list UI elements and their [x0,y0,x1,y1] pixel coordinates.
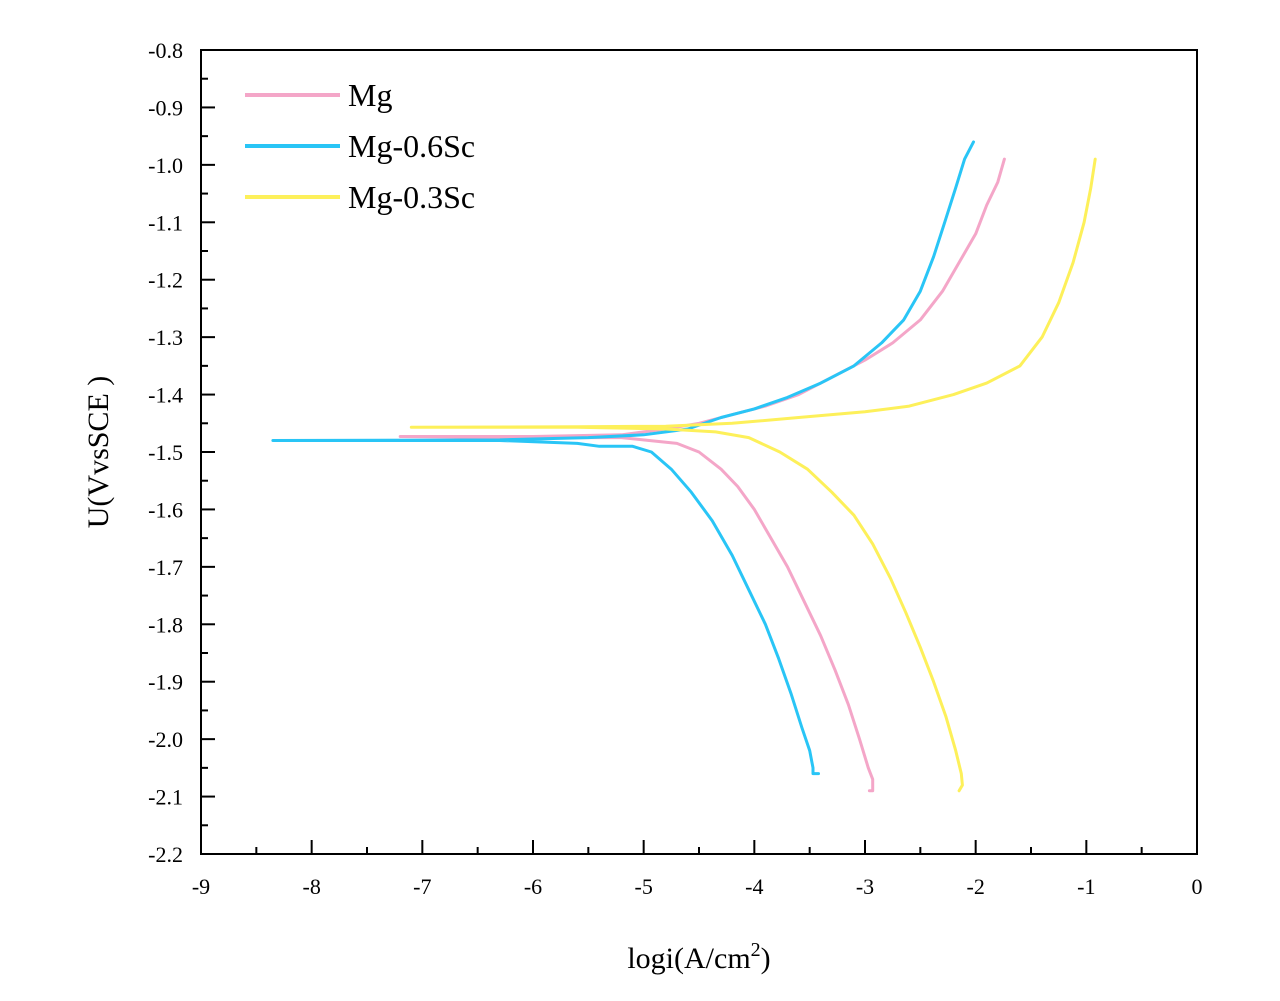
y-tick-label: -1.8 [148,612,183,637]
series-line-mg [398,157,1006,793]
x-tick-label: -7 [413,874,431,899]
x-tick-label: 0 [1192,874,1203,899]
x-tick-label: -9 [192,874,210,899]
y-tick-label: -2.1 [148,785,183,810]
y-tick-label: -0.8 [148,38,183,63]
legend-label: Mg-0.3Sc [348,179,475,215]
x-tick-label: -2 [967,874,985,899]
y-tick-label: -2.2 [148,842,183,867]
y-tick-label: -1.6 [148,497,183,522]
x-tick-label: -4 [745,874,763,899]
y-tick-label: -1.2 [148,268,183,293]
axis-ticks: -9 -8 -7 -6 -5 -4 -3 -2 -1 0 -0.8 -0.9 -1.0 -1.1 -1.2 -… [148,38,1202,899]
x-tick-label: -8 [303,874,321,899]
y-tick-label: -1.5 [148,440,183,465]
y-axis-title: U(VvsSCE ) [82,376,115,529]
x-axis-title: logi(A/cm2) [627,939,770,975]
x-tick-label: -6 [524,874,542,899]
x-tick-label: -3 [856,874,874,899]
y-tick-label: -1.9 [148,670,183,695]
y-tick-label: -1.0 [148,153,183,178]
series-line-mg-0-6sc [271,140,975,776]
plot-frame [200,49,1198,855]
y-tick-label: -2.0 [148,727,183,752]
y-tick-label: -1.4 [148,383,183,408]
y-tick-label: -1.7 [148,555,183,580]
legend-label: Mg-0.6Sc [348,128,475,164]
y-tick-label: -1.1 [148,210,183,235]
y-tick-label: -0.9 [148,95,183,120]
legend: Mg Mg-0.6Sc Mg-0.3Sc [245,77,475,215]
x-tick-label: -5 [635,874,653,899]
series-layer [271,140,1097,793]
x-tick-label: -1 [1077,874,1095,899]
legend-label: Mg [348,77,392,113]
series-line-mg-0-3sc [409,157,1097,793]
y-tick-label: -1.3 [148,325,183,350]
